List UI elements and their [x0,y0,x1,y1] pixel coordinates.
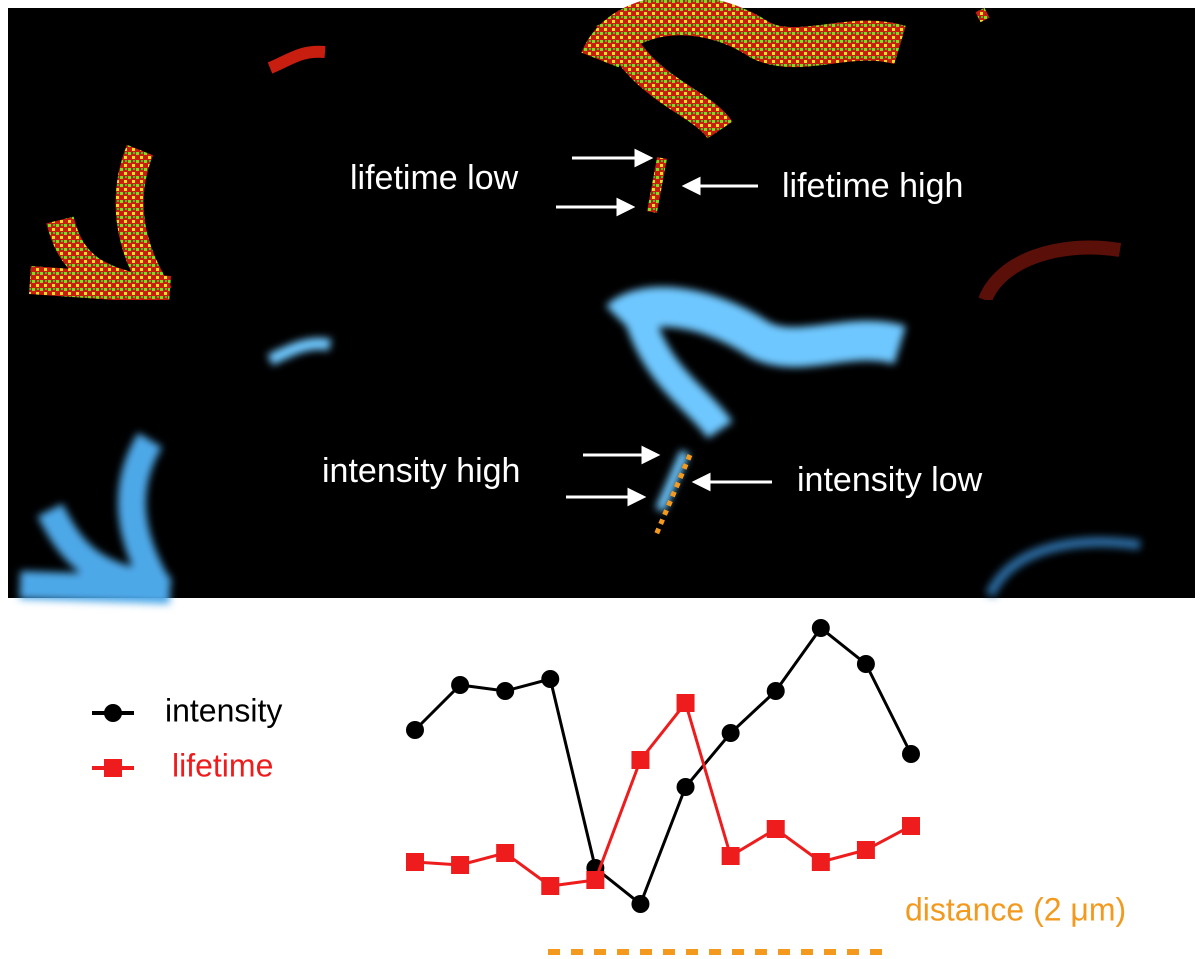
data-point [811,619,830,637]
legend-label: lifetime [172,747,273,783]
legend-label: intensity [165,692,282,728]
legend-marker [104,704,122,722]
data-point [766,682,785,700]
annotation: distance (2 μm) [905,891,1126,927]
legend-marker [104,759,122,777]
panel-label: lifetime high [782,167,963,205]
lifetime-image [8,0,1195,304]
data-point [856,841,875,859]
data-point [451,856,470,874]
data-point [451,676,470,694]
data-point [676,694,695,712]
data-point [811,853,830,871]
panel-label: lifetime low [350,159,519,197]
data-point [721,847,740,865]
data-point [902,817,920,835]
data-point [406,853,424,871]
data-point [676,778,695,796]
data-point [541,877,560,895]
data-point [721,724,740,742]
data-point [631,895,650,913]
data-point [766,820,785,838]
data-point [856,655,875,673]
data-point [541,670,560,688]
data-point [496,682,515,700]
data-point [586,871,605,889]
arrows [556,148,772,507]
data-point [902,745,920,763]
data-point [496,844,515,862]
panel-label: intensity high [322,452,520,490]
series-line [413,625,913,907]
series-line [414,699,912,888]
data-point [406,721,424,739]
data-point [631,751,650,769]
panel-label: intensity low [797,461,983,499]
intensity-image [8,286,1195,604]
